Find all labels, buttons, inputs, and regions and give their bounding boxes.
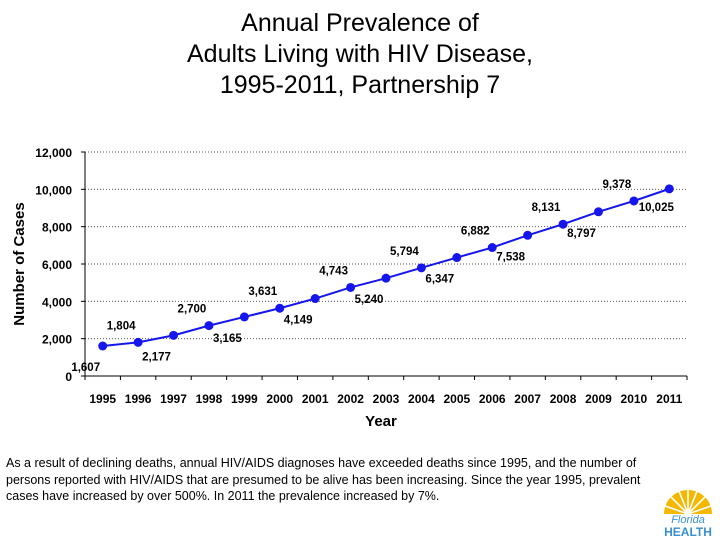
data-point — [204, 321, 214, 331]
y-tick-label: 4,000 — [42, 295, 72, 309]
data-point — [310, 294, 320, 304]
data-point — [452, 253, 462, 263]
data-point — [558, 219, 568, 229]
sun-icon — [664, 490, 712, 515]
data-label: 8,131 — [532, 202, 561, 214]
data-label: 7,538 — [496, 251, 525, 263]
y-tick-label: 0 — [65, 370, 72, 384]
data-point — [381, 273, 391, 283]
x-tick-label: 2000 — [266, 392, 293, 406]
x-tick-label: 2001 — [302, 392, 329, 406]
data-label: 5,240 — [355, 294, 384, 306]
data-label: 2,700 — [178, 304, 207, 316]
chart-title-line-2: Adults Living with HIV Disease, — [187, 40, 533, 68]
data-point — [593, 207, 603, 217]
x-tick-label: 1997 — [160, 392, 187, 406]
data-point — [629, 196, 639, 206]
florida-health-logo: Florida HEALTH — [664, 490, 712, 538]
data-point — [664, 184, 674, 194]
data-point — [133, 337, 143, 347]
logo-text-health: HEALTH — [664, 525, 712, 538]
data-label: 6,347 — [425, 274, 454, 286]
data-label: 2,177 — [142, 351, 171, 363]
data-points — [98, 184, 674, 351]
data-point — [169, 330, 179, 340]
y-axis-label: Number of Cases — [11, 202, 28, 325]
x-tick-label: 2009 — [585, 392, 612, 406]
data-label: 6,882 — [461, 226, 490, 238]
y-tick-label: 2,000 — [42, 333, 72, 347]
y-tick-labels: 0 2,000 4,000 6,000 8,000 10,000 12,000 — [35, 146, 72, 384]
data-label: 1,804 — [107, 320, 136, 332]
data-point — [98, 341, 108, 351]
data-labels: 1,607 1,804 2,177 2,700 3,165 3,631 4,149 4,743… — [71, 179, 674, 374]
y-tick-label: 10,000 — [35, 183, 72, 197]
x-tick-label: 1999 — [231, 392, 258, 406]
x-tick-label: 2003 — [373, 392, 400, 406]
x-tick-label: 2008 — [550, 392, 577, 406]
x-tick-labels: 1995 1996 1997 1998 1999 2000 2001 2002 2003 2004… — [89, 392, 682, 406]
x-tick-label: 1998 — [196, 392, 223, 406]
data-label: 3,631 — [248, 286, 277, 298]
data-label: 4,743 — [319, 265, 348, 277]
logo-text-florida: Florida — [671, 514, 705, 526]
data-point — [346, 282, 356, 292]
data-label: 1,607 — [71, 362, 100, 374]
x-tick-label: 1995 — [89, 392, 116, 406]
x-tick-label: 2002 — [337, 392, 364, 406]
x-tick-label: 2010 — [621, 392, 648, 406]
x-tick-label: 2007 — [514, 392, 541, 406]
gridlines — [81, 151, 688, 380]
data-label: 10,025 — [639, 202, 675, 214]
x-tick-label: 2006 — [479, 392, 506, 406]
x-tick-label: 2004 — [408, 392, 435, 406]
data-point — [275, 303, 285, 313]
data-label: 9,378 — [602, 179, 631, 191]
data-point — [523, 230, 533, 240]
data-point — [416, 263, 426, 273]
y-tick-label: 8,000 — [42, 221, 72, 235]
chart-title-line-1: Annual Prevalence of — [241, 9, 479, 37]
x-axis-label: Year — [365, 413, 397, 430]
data-label: 8,797 — [567, 228, 596, 240]
series-line — [102, 187, 670, 347]
data-point — [239, 312, 249, 322]
data-label: 3,165 — [213, 333, 242, 345]
x-tick-label: 2011 — [656, 392, 682, 406]
y-tick-label: 12,000 — [35, 146, 72, 160]
caption-text: As a result of declining deaths, annual … — [6, 456, 641, 503]
data-label: 5,794 — [390, 246, 419, 258]
x-tick-label: 2005 — [443, 392, 470, 406]
x-tick-label: 1996 — [125, 392, 152, 406]
chart-title: Annual Prevalence of Adults Living with … — [60, 8, 660, 101]
chart-title-line-3: 1995-2011, Partnership 7 — [219, 71, 501, 99]
y-tick-label: 6,000 — [42, 258, 72, 272]
data-point — [487, 243, 497, 253]
data-label: 4,149 — [284, 315, 313, 327]
